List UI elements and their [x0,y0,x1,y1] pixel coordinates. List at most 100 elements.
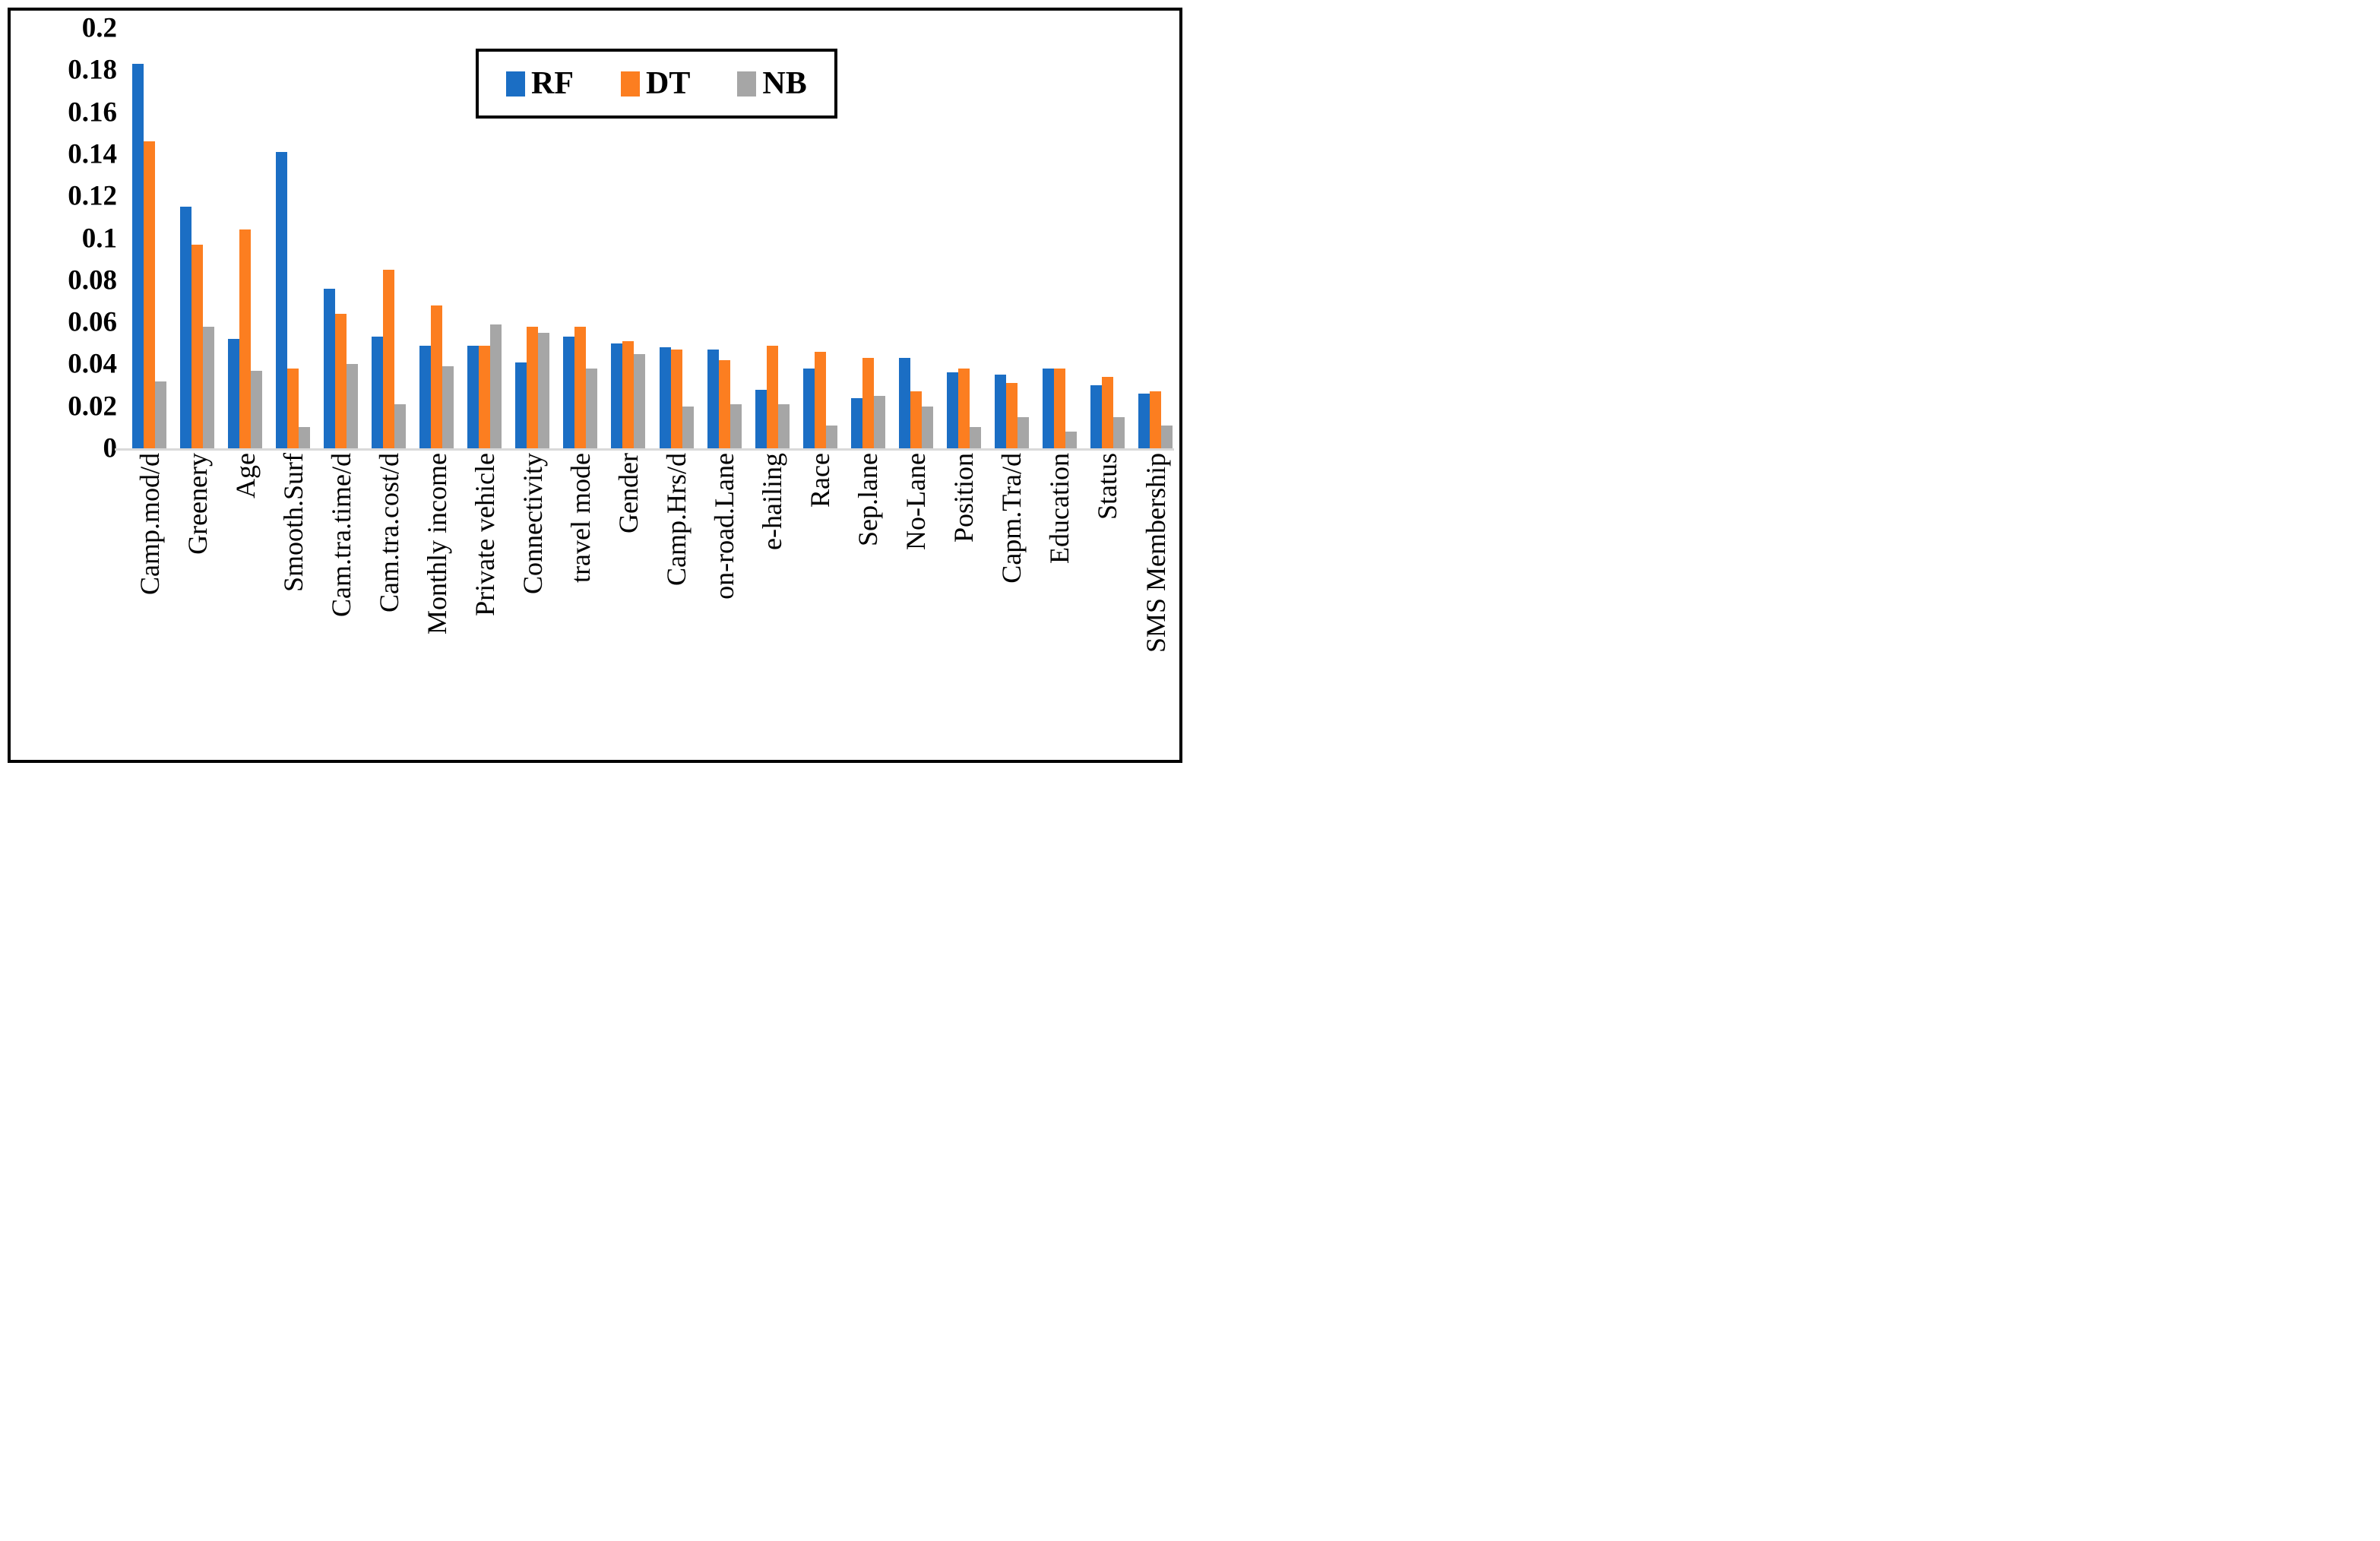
legend-item-nb: NB [737,66,807,101]
bar-rf [467,345,479,448]
bar-rf [659,347,671,448]
bar-group [701,28,748,448]
x-label-cell: Cam.tra.time/d [317,453,365,757]
x-label: Private vehicle [469,453,500,616]
bar-rf [611,343,623,448]
y-tick-label: 0.06 [68,306,117,338]
bar-dt [383,269,395,448]
bar-group [1084,28,1131,448]
bar-nb [634,353,646,448]
chart: RF DT NB 0.2 0.18 0.16 0.14 0.12 0.1 0.08 0.06 0.0… [11,11,1179,760]
x-label: Status [1092,453,1123,521]
x-label-cell: Monthly income [413,453,460,757]
bar-dt [1101,377,1113,448]
bar-dt [1005,383,1018,448]
x-label: Gender [612,453,644,533]
y-tick-label: 0.16 [68,97,117,128]
bar-group [173,28,221,448]
bar-nb [921,406,933,448]
y-axis: 0.2 0.18 0.16 0.14 0.12 0.1 0.08 0.06 0.04 0.02 0 [11,11,122,760]
legend-label: DT [646,66,691,101]
bar-dt [862,358,874,448]
page: RF DT NB 0.2 0.18 0.16 0.14 0.12 0.1 0.08 0.06 0.0… [0,0,1190,770]
bar-group [844,28,892,448]
bar-dt [622,341,635,448]
bar-dt [957,368,970,448]
bar-nb [1065,431,1077,448]
x-label: Smooth.Surf [277,453,309,593]
bar-rf [1090,385,1102,448]
y-tick-label: 0.18 [68,54,117,86]
bar-dt [670,350,682,448]
legend-item-dt: DT [621,68,690,100]
x-label-cell: e-hailing [748,453,796,757]
x-label-cell: Education [1036,453,1084,757]
x-label-cell: Private vehicle [460,453,508,757]
bar-group [460,28,508,448]
bar-group [796,28,844,448]
bar-nb [394,403,407,448]
y-tick-label: 0.1 [81,223,117,254]
x-label: Cam.tra.cost/d [373,453,404,612]
x-label-cell: Capm.Tra/d [988,453,1036,757]
x-label: Sep.lane [853,453,884,546]
legend-swatch-dt [621,71,640,97]
bar-dt [574,326,587,448]
x-label: Education [1044,453,1075,564]
bar-nb [490,324,502,448]
legend-item-rf: RF [506,68,574,100]
x-label-cell: Greenery [173,453,221,757]
bar-group [653,28,701,448]
x-label-cell: Position [940,453,988,757]
bar-nb [682,406,694,448]
bar-nb [251,370,263,448]
bar-nb [586,368,598,448]
bar-rf [228,339,240,448]
bar-group [988,28,1036,448]
bar-group [413,28,460,448]
x-label-cell: Sep.lane [844,453,892,757]
bar-group [748,28,796,448]
legend-swatch-rf [506,71,525,97]
x-label: Camp.mod/d [134,453,165,595]
bar-dt [527,326,539,448]
bar-dt [287,368,299,448]
bar-rf [994,375,1006,448]
bar-rf [132,64,144,448]
x-label: travel mode [565,453,596,583]
bar-rf [946,372,958,448]
legend-label: NB [762,66,807,101]
bar-nb [969,427,981,448]
bar-group [556,28,604,448]
bar-group [604,28,652,448]
bar-dt [718,359,730,448]
x-label: Greenery [182,453,213,555]
bar-rf [707,350,719,448]
bar-rf [324,288,336,448]
bar-rf [515,362,527,448]
x-label: SMS Membership [1140,453,1171,653]
bar-dt [814,351,826,448]
legend-label: RF [531,66,574,101]
x-label-cell: SMS Membership [1131,453,1179,757]
bar-group [365,28,413,448]
x-label-cell: travel mode [556,453,604,757]
bar-nb [825,425,837,448]
bar-rf [372,337,384,448]
bar-nb [442,366,454,448]
x-label: No-Lane [900,453,932,550]
bar-dt [1150,391,1161,448]
bar-nb [203,326,215,448]
bar-group [508,28,556,448]
y-tick-label: 0.02 [68,391,117,422]
x-label: Race [805,453,836,508]
bar-dt [479,345,491,448]
bar-group [1131,28,1179,448]
bar-nb [1112,416,1125,448]
y-tick-label: 0.12 [68,180,117,212]
x-label-cell: No-Lane [892,453,940,757]
x-label-cell: on-road.Lane [701,453,748,757]
y-tick-label: 0.04 [68,348,117,380]
x-label-cell: Status [1084,453,1131,757]
bar-group [1036,28,1084,448]
